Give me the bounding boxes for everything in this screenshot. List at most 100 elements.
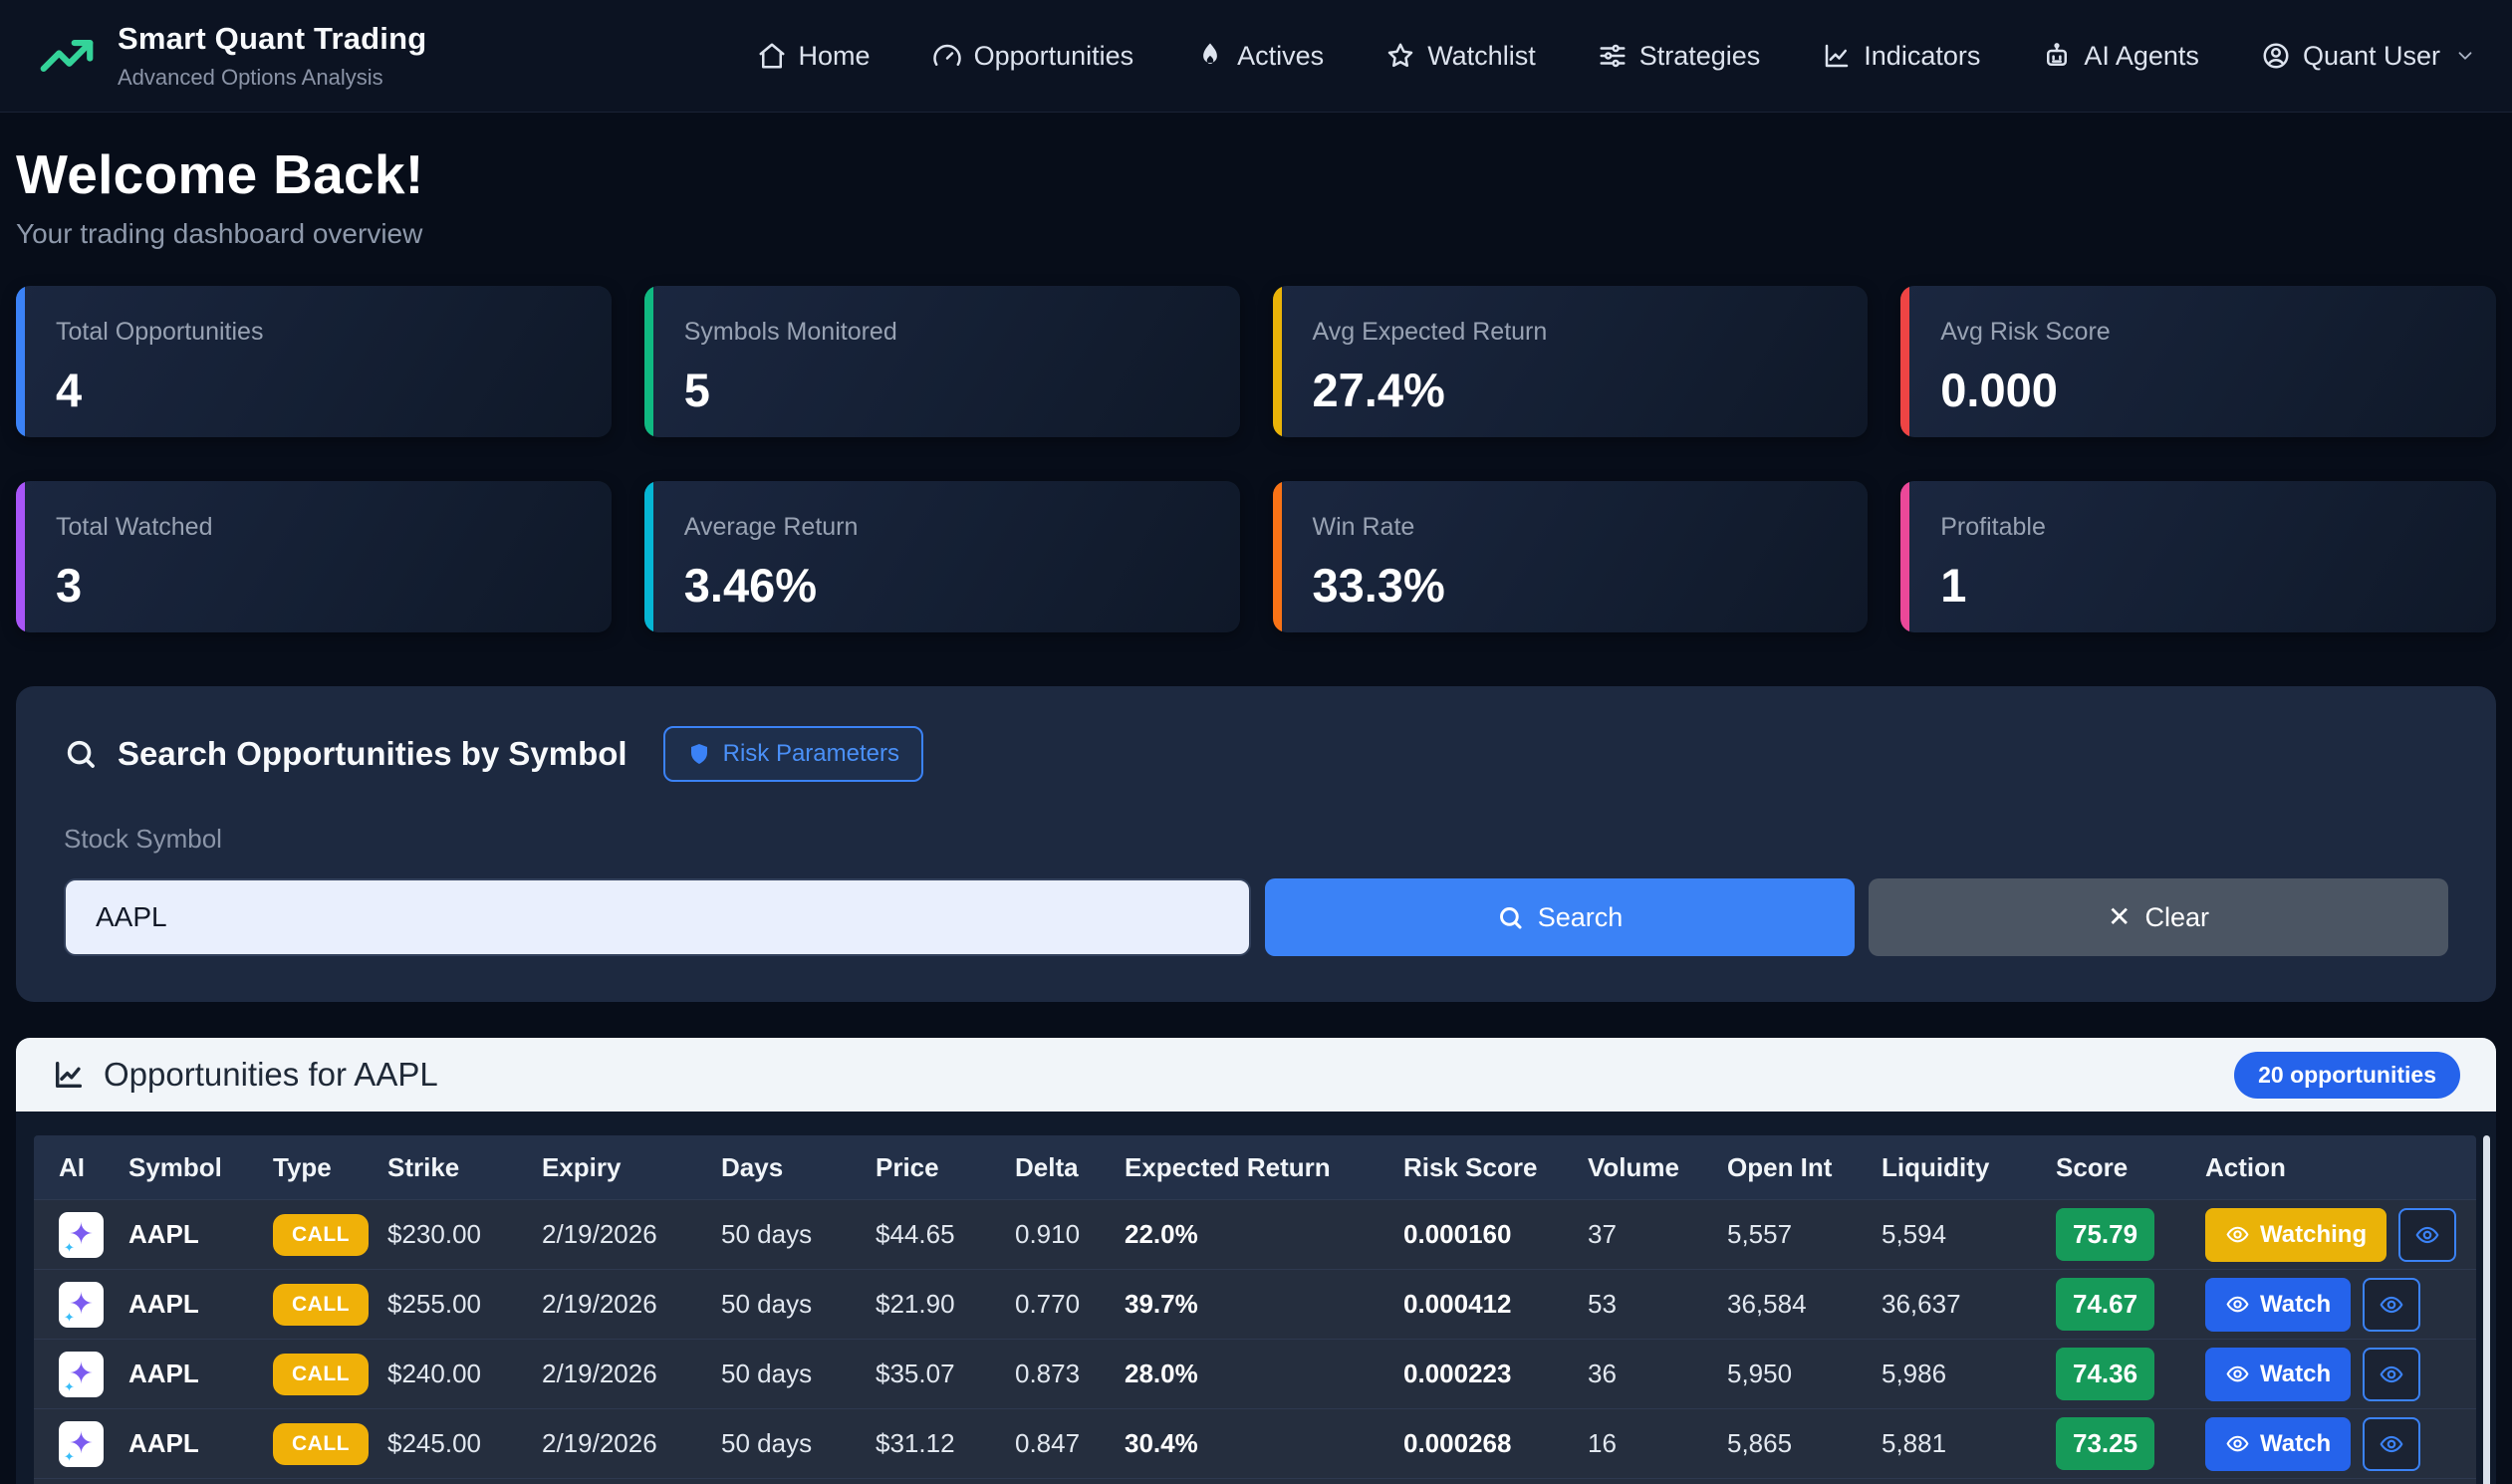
cell-liquidity: 5,594 <box>1857 1200 2031 1269</box>
opportunities-panel: Opportunities for AAPL 20 opportunities … <box>16 1038 2496 1484</box>
watch-button[interactable]: Watching <box>2205 1208 2386 1262</box>
stat-value: 0.000 <box>1940 363 2460 417</box>
nav-label: Opportunities <box>974 41 1134 72</box>
stock-symbol-label: Stock Symbol <box>64 824 2448 855</box>
risk-parameters-button[interactable]: Risk Parameters <box>663 726 923 782</box>
nav-item-indicators[interactable]: Indicators <box>1822 41 1980 72</box>
stat-value: 1 <box>1940 558 2460 613</box>
column-header-liquidity: Liquidity <box>1857 1135 2031 1199</box>
nav-label: Strategies <box>1639 41 1761 72</box>
cell-risk-score: 0.000268 <box>1379 1409 1563 1478</box>
cell-liquidity: 36,637 <box>1857 1270 2031 1339</box>
column-header-ai: AI <box>34 1135 104 1199</box>
view-details-button[interactable] <box>2363 1417 2420 1471</box>
watch-button[interactable]: Watch <box>2205 1348 2351 1401</box>
cell-strike: $230.00 <box>363 1200 517 1269</box>
nav-item-strategies[interactable]: Strategies <box>1598 41 1761 72</box>
nav-item-ai-agents[interactable]: AI Agents <box>2042 41 2199 72</box>
app-subtitle: Advanced Options Analysis <box>118 65 426 91</box>
nav-item-watchlist[interactable]: Watchlist <box>1385 41 1536 72</box>
stat-value: 3.46% <box>684 558 1204 613</box>
close-icon: ✕ <box>2108 903 2131 931</box>
view-details-button[interactable] <box>2398 1208 2456 1262</box>
chart-line-icon <box>52 1058 86 1092</box>
cell-strike: $240.00 <box>363 1340 517 1408</box>
search-icon <box>64 737 98 771</box>
cell-days: 50 days <box>696 1200 851 1269</box>
cell-risk-score: 0.000190 <box>1379 1479 1563 1484</box>
chart-line-icon <box>1822 41 1852 71</box>
column-header-symbol: Symbol <box>104 1135 248 1199</box>
brand: Smart Quant Trading Advanced Options Ana… <box>36 21 426 91</box>
cell-open-int: 5,557 <box>1702 1200 1857 1269</box>
nav-item-actives[interactable]: Actives <box>1195 41 1324 72</box>
cell-delta: 0.770 <box>990 1270 1100 1339</box>
stat-label: Win Rate <box>1313 513 1833 542</box>
column-header-open-int: Open Int <box>1702 1135 1857 1199</box>
table-row: ✦✦ AAPL CALL $240.00 2/19/2026 78 days $… <box>34 1478 2476 1484</box>
stat-card-avg-risk-score: Avg Risk Score 0.000 <box>1900 286 2496 437</box>
user-menu[interactable]: Quant User <box>2261 41 2476 72</box>
column-header-days: Days <box>696 1135 851 1199</box>
cell-delta: 0.847 <box>990 1409 1100 1478</box>
stat-label: Profitable <box>1940 513 2460 542</box>
symbol-input[interactable] <box>64 878 1251 956</box>
nav-label: AI Agents <box>2084 41 2199 72</box>
score-badge: 75.79 <box>2056 1208 2154 1261</box>
search-button[interactable]: Search <box>1265 878 1855 956</box>
column-header-price: Price <box>851 1135 990 1199</box>
column-header-type: Type <box>248 1135 363 1199</box>
risk-parameters-label: Risk Parameters <box>723 740 899 768</box>
nav-item-home[interactable]: Home <box>757 41 871 72</box>
stat-card-avg-expected-return: Avg Expected Return 27.4% <box>1273 286 1869 437</box>
cell-expected-return: 39.7% <box>1100 1270 1379 1339</box>
clear-button[interactable]: ✕ Clear <box>1869 878 2448 956</box>
cell-liquidity: 10,955 <box>1857 1479 2031 1484</box>
cell-strike: $245.00 <box>363 1409 517 1478</box>
stat-label: Total Opportunities <box>56 318 576 347</box>
ai-sparkle-icon: ✦✦ <box>59 1212 104 1258</box>
view-details-button[interactable] <box>2363 1348 2420 1401</box>
cell-open-int: 5,865 <box>1702 1409 1857 1478</box>
top-navigation-bar: Smart Quant Trading Advanced Options Ana… <box>0 0 2512 113</box>
table-row: ✦✦ AAPL CALL $240.00 2/19/2026 50 days $… <box>34 1339 2476 1408</box>
cell-volume: 16 <box>1563 1409 1702 1478</box>
cell-expiry: 2/19/2026 <box>517 1409 696 1478</box>
cell-liquidity: 5,986 <box>1857 1340 2031 1408</box>
cell-volume: 37 <box>1563 1200 1702 1269</box>
column-header-score: Score <box>2031 1135 2180 1199</box>
watch-button-label: Watch <box>2260 1291 2331 1319</box>
clear-button-label: Clear <box>2144 902 2209 933</box>
view-details-button[interactable] <box>2363 1278 2420 1332</box>
type-badge: CALL <box>273 1284 369 1326</box>
column-header-risk-score: Risk Score <box>1379 1135 1563 1199</box>
table-row: ✦✦ AAPL CALL $230.00 2/19/2026 50 days $… <box>34 1199 2476 1269</box>
search-section-title: Search Opportunities by Symbol <box>118 735 628 773</box>
stat-value: 27.4% <box>1313 363 1833 417</box>
stat-card-total-opportunities: Total Opportunities 4 <box>16 286 612 437</box>
watch-button[interactable]: Watch <box>2205 1417 2351 1471</box>
cell-delta: 0.873 <box>990 1340 1100 1408</box>
stat-label: Avg Expected Return <box>1313 318 1833 347</box>
cell-price: $37.80 <box>851 1479 990 1484</box>
cell-volume: 53 <box>1563 1270 1702 1339</box>
shield-icon <box>687 742 711 766</box>
cell-days: 50 days <box>696 1270 851 1339</box>
search-button-label: Search <box>1538 902 1624 933</box>
cell-delta: 0.835 <box>990 1479 1100 1484</box>
cell-expected-return: 28.0% <box>1100 1340 1379 1408</box>
stat-label: Avg Risk Score <box>1940 318 2460 347</box>
cell-open-int: 10,943 <box>1702 1479 1857 1484</box>
cell-symbol: AAPL <box>104 1479 248 1484</box>
cell-price: $35.07 <box>851 1340 990 1408</box>
eye-icon <box>2379 1292 2404 1318</box>
column-header-volume: Volume <box>1563 1135 1702 1199</box>
nav-item-opportunities[interactable]: Opportunities <box>932 41 1134 72</box>
cell-volume: 36 <box>1563 1340 1702 1408</box>
eye-icon <box>2225 1292 2250 1317</box>
table-scrollbar[interactable] <box>2483 1135 2490 1484</box>
cell-days: 50 days <box>696 1340 851 1408</box>
stat-label: Average Return <box>684 513 1204 542</box>
watch-button[interactable]: Watch <box>2205 1278 2351 1332</box>
flame-icon <box>1195 41 1225 71</box>
